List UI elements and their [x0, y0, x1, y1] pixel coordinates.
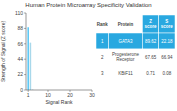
table-cell — [109, 49, 143, 65]
text-line: score — [161, 24, 174, 29]
table-cell — [159, 15, 175, 33]
table-text: Zscore — [145, 19, 158, 29]
x-axis-label: Signal Rank — [46, 99, 73, 105]
table-text: ProgesteroneReceptor — [112, 52, 140, 62]
x-tick-label: 20 — [67, 92, 73, 98]
bar — [27, 27, 29, 90]
table-cell — [96, 49, 109, 65]
table-cell — [109, 33, 143, 49]
text-line: 22.18 — [161, 39, 173, 44]
table-cell — [142, 33, 158, 49]
y-tick — [24, 43, 26, 44]
table-text: 0.71 — [146, 71, 155, 76]
table-text: 0.08 — [162, 71, 171, 76]
table-cell — [109, 15, 143, 33]
y-tick-label: 0 — [20, 87, 23, 93]
table-text: KBiF11 — [118, 71, 133, 76]
y-tick — [24, 90, 26, 91]
x-tick-label: 1 — [27, 92, 30, 98]
y-tick — [24, 28, 26, 29]
y-tick-label: 44 — [17, 56, 23, 62]
table-text: 67.65 — [145, 55, 157, 60]
table-cell — [159, 49, 175, 65]
bars — [27, 27, 33, 90]
table-text: Sscore — [161, 19, 174, 29]
y-tick — [24, 13, 26, 14]
table-cell — [96, 33, 109, 49]
text-line: 3 — [101, 71, 104, 76]
x-tick-label: 10 — [45, 92, 51, 98]
y-tick-label: 110 — [15, 10, 23, 16]
table-text: 22.18 — [161, 39, 173, 44]
chart-svg: Human Protein Microarray Specificity Val… — [0, 0, 177, 111]
table-text: 2 — [101, 55, 104, 60]
x-axis-line — [26, 90, 92, 91]
text-line: score — [145, 24, 158, 29]
table-cell — [142, 65, 158, 81]
table-cell — [142, 49, 158, 65]
y-tick — [24, 59, 26, 60]
y-tick-label: 66 — [17, 41, 23, 47]
text-line: 0.71 — [146, 71, 155, 76]
title: Human Protein Microarray Specificity Val… — [25, 2, 151, 8]
y-axis-label: Strength of Signal (Z score) — [0, 21, 6, 82]
text-line: 67.65 — [145, 55, 157, 60]
table-cell — [159, 33, 175, 49]
text-line: 66.94 — [161, 55, 173, 60]
table-text: Protein — [118, 22, 134, 27]
text-line: 89.62 — [145, 39, 157, 44]
text-line: Receptor — [116, 57, 135, 62]
chart-container: Human Protein Microarray Specificity Val… — [0, 0, 177, 111]
text-line: Rank — [97, 22, 109, 27]
table-cell — [96, 65, 109, 81]
text-line: 0.08 — [162, 71, 171, 76]
text-line: 1 — [101, 39, 104, 44]
y-axis-line — [26, 13, 27, 90]
table-text: Rank — [97, 22, 109, 27]
x-tick-label: 30 — [89, 92, 95, 98]
table-cell — [96, 15, 109, 33]
y-tick-label: 22 — [17, 71, 23, 77]
table-text: GATA3 — [118, 39, 133, 44]
table: Rank Protein ZscoreSscore 1 GATA3 89.62 22.18 2… — [96, 15, 175, 81]
text-line: 2 — [101, 55, 104, 60]
background — [0, 0, 177, 111]
table-cell — [142, 15, 158, 33]
text-line: KBiF11 — [118, 71, 133, 76]
table-text: 66.94 — [161, 55, 173, 60]
table-text: 89.62 — [145, 39, 157, 44]
table-text: 1 — [101, 39, 104, 44]
text-line: Protein — [118, 22, 134, 27]
text-line: GATA3 — [118, 39, 133, 44]
y-tick-label: 88 — [17, 25, 23, 31]
table-cell — [109, 65, 143, 81]
table-text: 3 — [101, 71, 104, 76]
bar — [30, 43, 32, 90]
y-tick — [24, 74, 26, 75]
table-cell — [159, 65, 175, 81]
